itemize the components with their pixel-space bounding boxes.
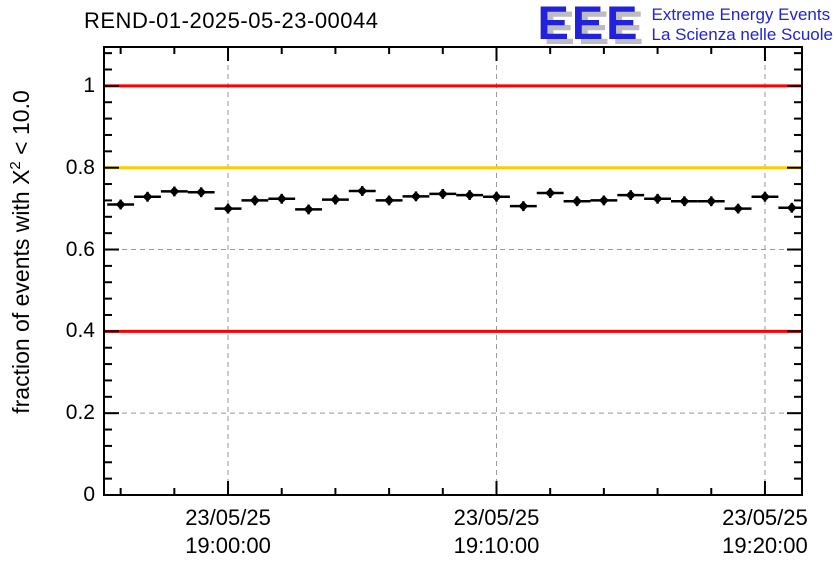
x-tick-label: 23/05/25 19:10:00 — [454, 504, 540, 560]
data-point-marker — [572, 196, 583, 207]
eee-logo-text: Extreme Energy Events La Scienza nelle S… — [652, 2, 833, 45]
x-tick-label-line: 19:10:00 — [453, 533, 540, 558]
data-point-marker — [518, 201, 529, 212]
plot-frame — [103, 46, 803, 496]
data-point-marker — [733, 203, 744, 214]
eee-logo-line1: Extreme Energy Events — [651, 5, 831, 24]
data-point-marker — [169, 186, 180, 197]
data-point-marker — [384, 195, 395, 206]
y-tick-label: 0.2 — [65, 401, 95, 425]
data-point-marker — [115, 199, 126, 210]
x-tick-label-line: 19:20:00 — [722, 533, 808, 558]
y-tick-label: 0.4 — [65, 319, 95, 343]
y-tick-label: 1 — [83, 73, 95, 97]
data-point-marker — [276, 193, 287, 204]
chart-title: REND-01-2025-05-23-00044 — [84, 8, 379, 33]
data-point-marker — [491, 191, 502, 202]
data-point-marker — [545, 188, 556, 199]
eee-logo-line2: La Scienza nelle Scuole — [651, 25, 833, 44]
data-point-marker — [464, 190, 475, 201]
data-point-marker — [652, 193, 663, 204]
eee-logo: EEE Extreme Energy Events La Scienza nel… — [537, 0, 833, 49]
data-point-marker — [142, 191, 153, 202]
x-tick-label-line: 23/05/25 — [722, 505, 808, 530]
data-point-marker — [786, 202, 797, 213]
data-point-marker — [357, 186, 368, 197]
data-point-marker — [223, 203, 234, 214]
x-tick-label-line: 23/05/25 — [453, 505, 540, 530]
reference-lines — [104, 84, 802, 333]
data-point-marker — [303, 204, 314, 215]
data-points — [107, 186, 802, 215]
x-tick-label-line: 19:00:00 — [185, 533, 271, 558]
y-tick-label: 0.8 — [65, 155, 95, 179]
data-point-marker — [625, 190, 636, 201]
data-point-marker — [249, 195, 260, 206]
x-tick-label-line: 23/05/25 — [185, 505, 271, 530]
data-point-marker — [679, 196, 690, 207]
x-tick-label: 23/05/25 19:00:00 — [185, 504, 271, 560]
axis-ticks — [104, 47, 802, 496]
data-point-marker — [196, 187, 207, 198]
data-point-marker — [410, 191, 421, 202]
data-point-marker — [437, 188, 448, 199]
data-point-marker — [706, 196, 717, 207]
gridlines — [104, 47, 802, 495]
data-point-marker — [598, 195, 609, 206]
y-tick-label: 0.6 — [65, 237, 95, 261]
y-tick-label: 0 — [83, 483, 95, 506]
x-tick-label: 23/05/25 19:20:00 — [722, 504, 808, 560]
eee-logo-letters: EEE — [537, 0, 641, 49]
data-point-marker — [330, 194, 341, 205]
data-point-marker — [759, 191, 770, 202]
